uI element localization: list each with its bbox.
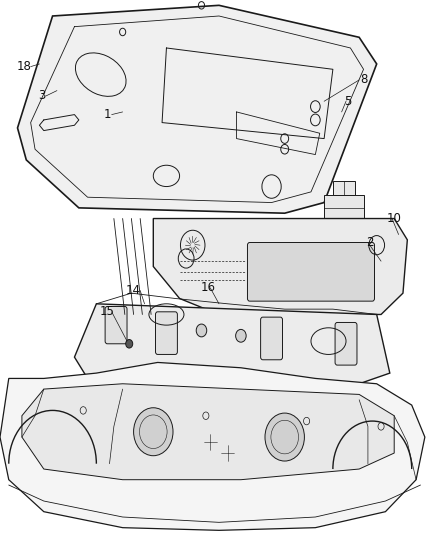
Circle shape [265,413,304,461]
Bar [333,181,355,195]
Circle shape [196,324,207,337]
Text: 2: 2 [366,236,374,249]
FancyBboxPatch shape [155,312,177,354]
Text: 15: 15 [100,305,115,318]
Polygon shape [18,5,377,213]
Polygon shape [74,304,390,384]
Bar [320,223,368,233]
Polygon shape [153,219,407,314]
Text: 16: 16 [201,281,215,294]
FancyBboxPatch shape [247,243,374,301]
FancyBboxPatch shape [105,306,127,344]
Text: 5: 5 [345,95,352,108]
Text: 3: 3 [38,90,45,102]
Circle shape [134,408,173,456]
Circle shape [126,340,133,348]
Text: 18: 18 [17,60,32,73]
Text: 8: 8 [360,74,367,86]
Text: 1: 1 [103,108,111,121]
Text: 14: 14 [126,284,141,297]
Polygon shape [22,384,394,480]
FancyBboxPatch shape [261,317,283,360]
Polygon shape [0,362,425,530]
FancyBboxPatch shape [335,322,357,365]
Circle shape [236,329,246,342]
Bar [324,195,364,224]
Text: 10: 10 [387,212,402,225]
